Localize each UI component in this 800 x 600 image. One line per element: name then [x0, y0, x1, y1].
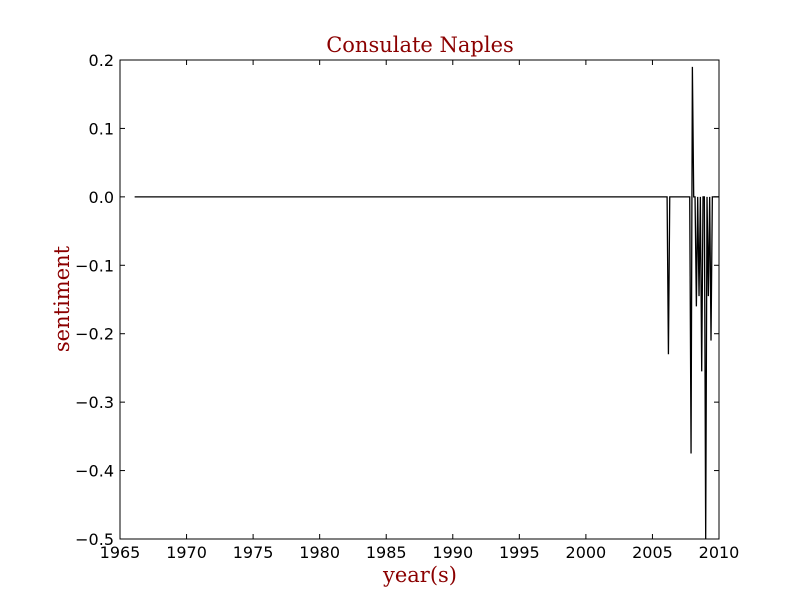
y-tick-label: −0.3	[75, 393, 114, 412]
x-tick-label: 1985	[366, 543, 407, 562]
plot-area: 1965 1970 1975 1980 1985 1990 1995 2000 2005 2010…	[75, 51, 739, 562]
x-tick-label: 2005	[632, 543, 673, 562]
y-tick-label: 0.0	[89, 188, 114, 207]
y-tick-label: −0.4	[75, 462, 114, 481]
x-tick-label: 2000	[566, 543, 607, 562]
x-tick-label: 1975	[233, 543, 274, 562]
x-axis-label: year(s)	[382, 563, 457, 587]
plot-frame	[119, 59, 720, 540]
y-tick-label: −0.2	[75, 325, 114, 344]
chart-title: Consulate Naples	[326, 33, 514, 57]
y-tick-label: 0.1	[89, 119, 114, 138]
y-tick-label: −0.1	[75, 256, 114, 275]
x-tick-label: 1970	[166, 543, 207, 562]
y-axis-label: sentiment	[50, 245, 74, 352]
y-tick-label: −0.5	[75, 530, 114, 549]
y-tick-label: 0.2	[89, 51, 114, 70]
data-line-series-1	[134, 66, 719, 540]
x-tick-label: 1990	[432, 543, 473, 562]
x-tick-label: 1965	[100, 543, 141, 562]
x-tick-label: 1995	[499, 543, 540, 562]
x-tick-label: 1980	[299, 543, 340, 562]
x-tick-label: 2010	[699, 543, 740, 562]
